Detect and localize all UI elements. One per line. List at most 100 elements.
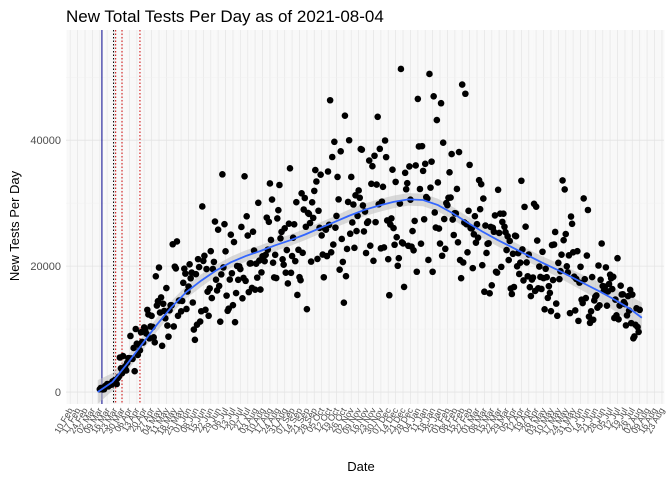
data-point [293,198,300,206]
data-point [438,252,446,260]
data-point [515,270,523,278]
y-tick-label: 20000 [30,261,61,273]
data-point [284,280,292,287]
data-point [587,307,595,315]
data-point [464,249,471,256]
data-point [194,255,202,263]
data-point [163,284,170,292]
data-point [454,238,462,246]
data-point [305,210,313,218]
data-point [254,199,262,207]
data-point [277,235,284,242]
data-point [165,333,172,340]
data-point [267,236,275,244]
data-point [155,264,163,271]
data-point [551,228,559,236]
data-point [218,271,225,278]
data-point [302,223,310,231]
data-point [575,317,582,325]
data-point [429,268,436,276]
data-point [388,215,395,222]
data-point [378,198,386,205]
data-point [418,142,426,150]
data-point [231,318,239,326]
data-point [294,291,301,299]
data-point [597,276,604,284]
data-point [631,333,638,340]
data-point [425,256,432,264]
data-point [602,264,610,271]
data-point [281,224,289,232]
data-point [527,292,535,300]
data-point [523,259,530,266]
data-point [157,294,165,301]
data-point [158,342,166,350]
data-point [232,289,240,297]
data-point [538,285,545,293]
data-point [347,173,355,181]
data-point [617,282,624,289]
data-point [406,163,413,170]
data-point [473,220,481,228]
data-point [547,307,555,315]
data-point [589,316,597,324]
data-point [532,203,540,210]
data-point [555,259,562,267]
data-point [382,153,390,161]
data-point [183,305,190,313]
data-point [279,256,286,263]
data-point [364,218,372,225]
data-point [283,246,291,254]
data-point [491,212,499,219]
data-point [393,233,401,241]
data-point [312,166,319,174]
y-tick-label: 40000 [30,135,61,147]
data-point [214,226,222,234]
data-point [446,169,453,176]
data-point [559,177,566,184]
data-point [223,292,230,299]
data-point [560,236,567,244]
data-point [309,214,317,222]
data-point [426,70,433,78]
grid [66,30,665,404]
data-point [506,237,514,245]
data-point [113,380,121,388]
data-point [380,244,388,251]
data-point [474,234,482,241]
data-point [376,145,384,153]
data-point [400,283,408,291]
data-point [442,245,449,253]
data-point [303,305,311,313]
data-point [131,367,138,375]
data-point [533,237,541,244]
data-point [541,305,548,313]
data-point [583,252,591,259]
data-point [205,312,212,320]
data-point [346,230,354,238]
data-point [556,275,563,283]
data-point [449,216,456,223]
data-point [389,166,396,174]
data-point [427,184,434,191]
data-point [190,326,198,333]
data-point [306,219,314,227]
data-point [330,241,337,248]
data-point [420,215,428,223]
data-point [394,262,402,270]
data-point [339,258,347,266]
data-point [395,254,403,262]
data-point [482,222,489,229]
data-point [472,239,480,246]
data-point [323,252,331,260]
data-point [313,178,320,185]
data-point [234,276,242,284]
data-point [239,295,246,302]
data-point [440,215,448,223]
data-point [349,219,356,226]
data-point [615,316,622,323]
data-point [436,240,444,247]
data-point [448,150,455,158]
